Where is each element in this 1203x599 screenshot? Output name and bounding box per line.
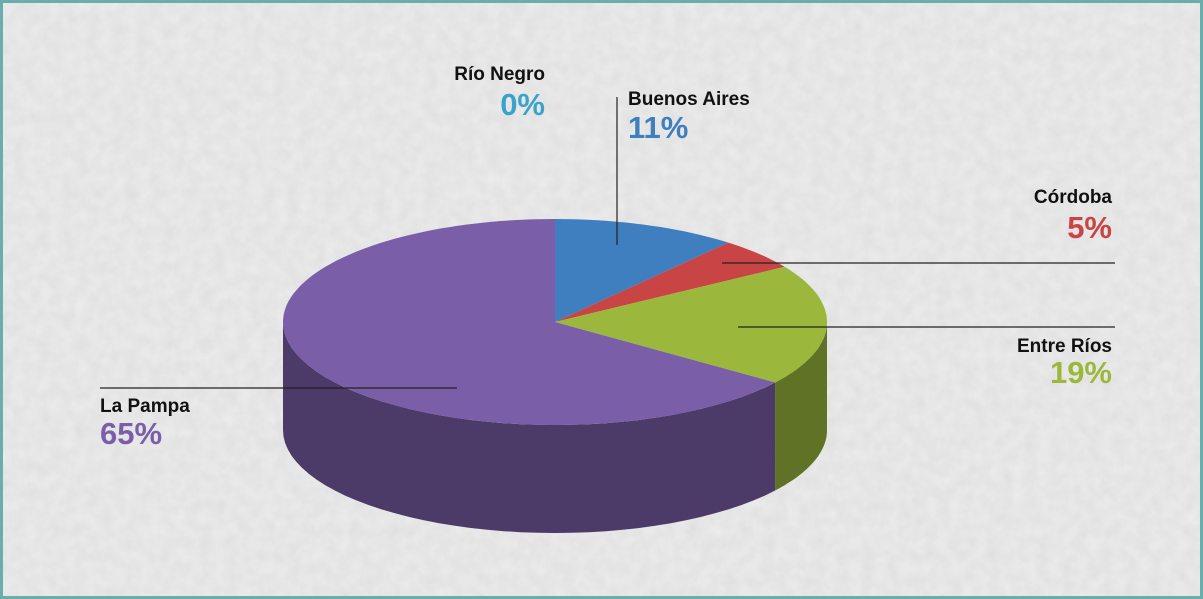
slice-value: 65%	[100, 416, 162, 451]
slice	[555, 266, 827, 383]
slice-side	[283, 322, 776, 533]
slice-value: 19%	[1050, 355, 1112, 390]
slice-name: Buenos Aires	[628, 89, 750, 110]
slice-side	[775, 322, 827, 491]
slice	[555, 219, 729, 322]
slice	[283, 219, 776, 425]
slice-name: La Pampa	[100, 396, 190, 417]
slice-name: Río Negro	[454, 64, 545, 85]
slice-value: 11%	[628, 110, 688, 145]
slice-name: Entre Ríos	[1017, 336, 1112, 357]
slice-name: Córdoba	[1034, 187, 1113, 208]
slice-value: 5%	[1067, 210, 1112, 245]
slice-value: 0%	[500, 87, 545, 122]
